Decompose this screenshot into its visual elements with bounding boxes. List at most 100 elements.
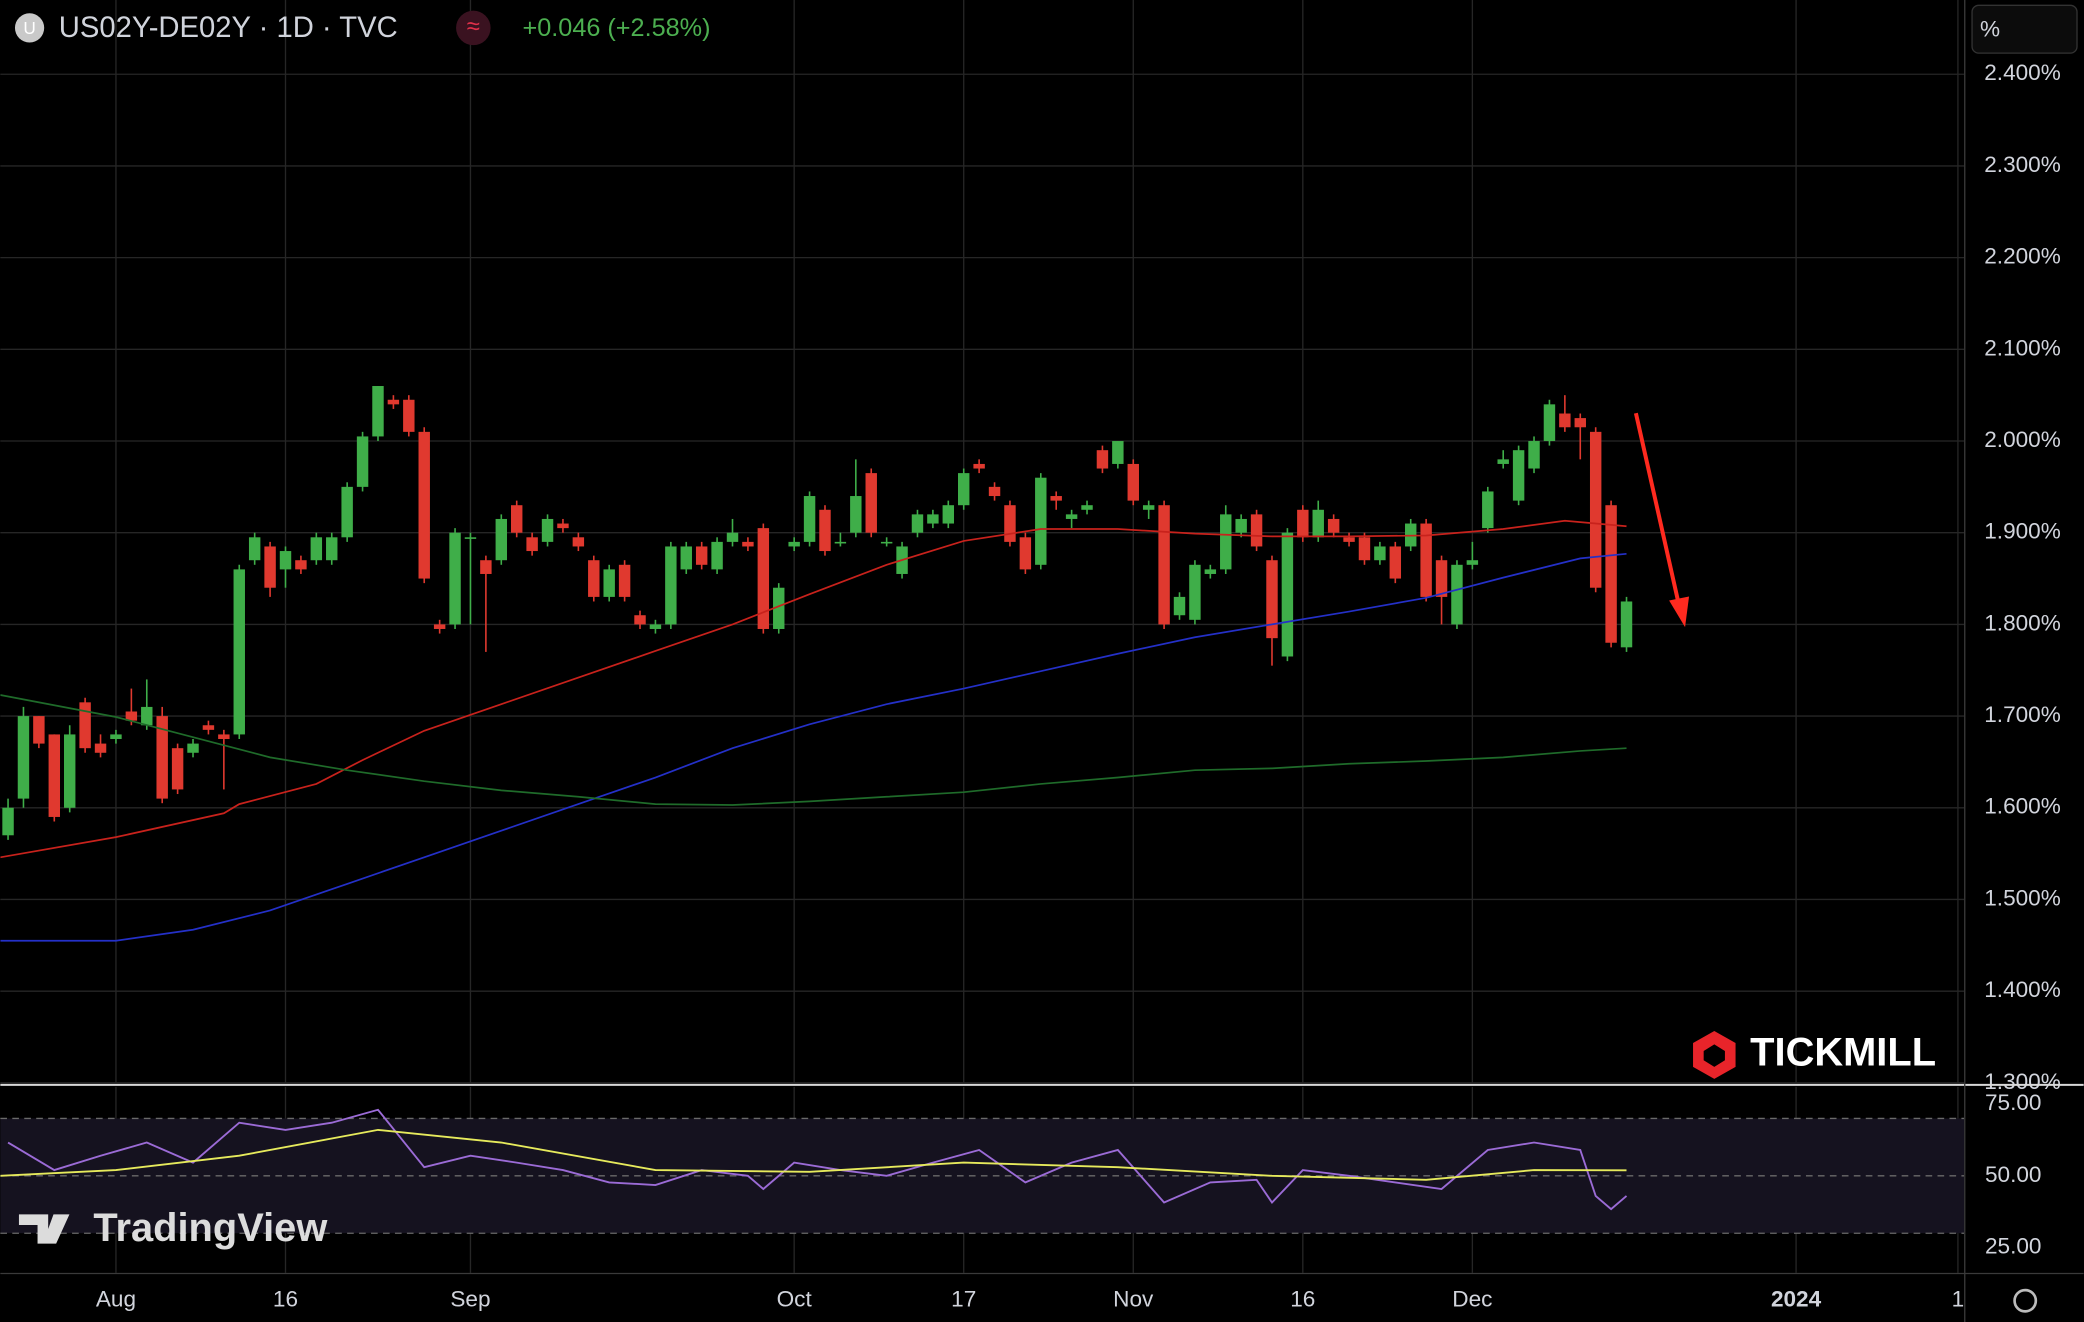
candle-body bbox=[726, 532, 739, 542]
y-tick-label: 1.300% bbox=[1984, 1069, 2061, 1094]
candle-body bbox=[803, 496, 816, 542]
candle-body bbox=[1620, 601, 1633, 648]
candle-body bbox=[480, 560, 492, 574]
candle-body bbox=[711, 541, 723, 570]
candle-body bbox=[495, 518, 508, 561]
symbol-icon bbox=[14, 13, 45, 43]
symbol[interactable]: US02Y-DE02Y · 1D · TVC bbox=[59, 12, 398, 44]
candle-body bbox=[665, 546, 677, 625]
candle-body bbox=[1435, 560, 1448, 597]
candle-body bbox=[1173, 596, 1186, 616]
arrow-annotation bbox=[1633, 412, 1682, 609]
rsi-plot bbox=[0, 1108, 1628, 1211]
y-tick-label: 1.600% bbox=[1984, 794, 2061, 819]
indicator-text: ≈ bbox=[467, 13, 480, 40]
candle-body bbox=[171, 748, 184, 790]
candle-body bbox=[880, 541, 893, 544]
candle-body bbox=[372, 386, 384, 437]
rsi-line bbox=[0, 1128, 1627, 1181]
candle-body bbox=[695, 546, 708, 565]
candle-body bbox=[1327, 518, 1340, 533]
candle-body bbox=[110, 734, 122, 740]
candle-body bbox=[94, 743, 107, 753]
candle-body bbox=[356, 436, 369, 487]
candle-body bbox=[634, 615, 646, 625]
platform-watermark: TradingView bbox=[93, 1206, 328, 1250]
x-tick-label: 16 bbox=[1290, 1287, 1315, 1312]
candle-body bbox=[63, 734, 76, 808]
candle-body bbox=[310, 537, 323, 561]
candle-body bbox=[1528, 441, 1540, 469]
candle-body bbox=[1374, 546, 1386, 561]
candle-body bbox=[649, 624, 662, 629]
x-tick-label: 1 bbox=[1952, 1287, 1965, 1312]
candle-body bbox=[680, 546, 692, 570]
candle-body bbox=[1605, 505, 1617, 643]
candle-body bbox=[942, 505, 955, 524]
candle-body bbox=[1482, 491, 1494, 529]
candle-body bbox=[1050, 496, 1062, 501]
candle-body bbox=[248, 537, 261, 561]
candle-body bbox=[79, 702, 91, 749]
candle-body bbox=[1112, 441, 1124, 464]
platform-logo bbox=[18, 1214, 70, 1244]
broker-logo-inner bbox=[1703, 1044, 1725, 1067]
rsi-tick-label: 25.00 bbox=[1985, 1234, 2042, 1259]
y-tick-label: 2.300% bbox=[1984, 152, 2061, 177]
symbol-icon-text: U bbox=[23, 18, 35, 38]
candle-body bbox=[541, 518, 554, 542]
candle-body bbox=[1297, 509, 1309, 538]
candle-body bbox=[1142, 505, 1155, 510]
rsi-panel bbox=[0, 1117, 1965, 1234]
candle-body bbox=[1204, 569, 1217, 574]
unit-box[interactable] bbox=[1971, 4, 2078, 54]
candle-body bbox=[1451, 564, 1463, 625]
x-tick-label: Dec bbox=[1452, 1287, 1492, 1312]
candle-body bbox=[618, 564, 631, 597]
candle-body bbox=[1543, 404, 1556, 442]
y-tick-label: 2.400% bbox=[1984, 60, 2061, 85]
candle-body bbox=[1512, 450, 1525, 501]
candle-body bbox=[927, 514, 939, 524]
candle-body bbox=[1189, 564, 1201, 620]
rsi-line bbox=[7, 1108, 1628, 1211]
unit-label: % bbox=[1980, 17, 2000, 42]
candle-body bbox=[603, 569, 615, 597]
candle-body bbox=[557, 523, 569, 529]
candle-body bbox=[233, 569, 245, 735]
candle-body bbox=[958, 473, 970, 506]
x-tick-label: 17 bbox=[951, 1287, 976, 1312]
candle-body bbox=[326, 537, 338, 561]
candle-body bbox=[125, 711, 138, 721]
rsi-tick-label: 75.00 bbox=[1985, 1090, 2042, 1115]
candle-body bbox=[1220, 514, 1232, 570]
moving-average bbox=[0, 694, 1627, 806]
settings-icon[interactable] bbox=[2013, 1288, 2038, 1313]
candle-body bbox=[403, 399, 415, 432]
candle-body bbox=[850, 496, 862, 533]
candle-body bbox=[1497, 459, 1509, 464]
candle-body bbox=[1420, 523, 1432, 597]
candle-body bbox=[572, 537, 585, 547]
candle-body bbox=[156, 716, 168, 799]
candle-body bbox=[218, 734, 230, 740]
candle-body bbox=[464, 537, 477, 539]
candle-body bbox=[387, 399, 400, 405]
candle-body bbox=[819, 509, 831, 552]
candle-body bbox=[279, 551, 292, 570]
candle-body bbox=[1281, 532, 1294, 657]
axis-labels: Aug 16 Sep Oct 17 Nov 16 Dec 2024 1 2.400% 2.300% 2.… bbox=[96, 60, 2061, 1311]
candle-body bbox=[1035, 477, 1047, 565]
candle-body bbox=[1065, 514, 1078, 519]
candle-body bbox=[834, 541, 847, 544]
candle-body bbox=[17, 716, 30, 799]
candle-body bbox=[1266, 560, 1278, 639]
x-tick-label: Sep bbox=[450, 1287, 490, 1312]
indicator-icon[interactable] bbox=[456, 10, 491, 46]
y-tick-label: 2.000% bbox=[1984, 427, 2061, 452]
candle-body bbox=[1358, 537, 1371, 561]
candle-body bbox=[757, 528, 770, 629]
candle-body bbox=[433, 624, 446, 629]
